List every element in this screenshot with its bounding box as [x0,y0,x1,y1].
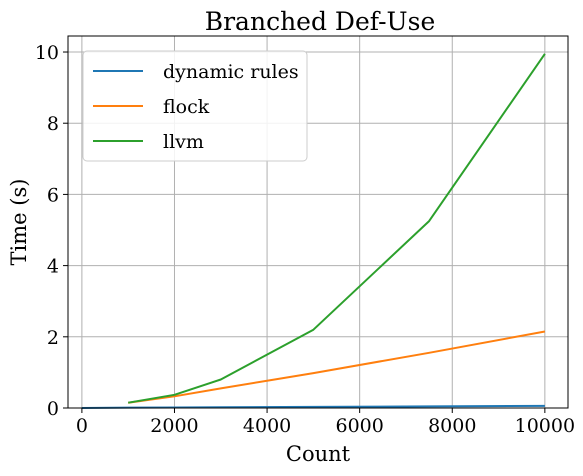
y-tick-label: 8 [47,113,59,135]
x-tick-label: 0 [76,415,88,437]
series-line-1 [128,330,546,404]
legend-label: flock [163,96,210,118]
chart-title: Branched Def-Use [205,7,436,36]
y-axis-label: Time (s) [7,179,31,266]
y-tick-label: 2 [47,327,59,349]
x-axis-label: Count [286,442,351,466]
legend-box [82,50,308,162]
axis-ticks: 0 2000 4000 6000 8000 10000 0 2 4 6 8 10 [35,42,575,437]
legend: dynamic rules flock llvm [82,50,308,162]
x-tick-label: 8000 [428,415,476,437]
x-tick-label: 2000 [150,415,198,437]
x-tick-label: 4000 [243,415,291,437]
x-tick-label: 6000 [335,415,383,437]
legend-label: llvm [163,131,204,153]
y-tick-label: 10 [35,42,59,64]
series-line-2 [128,53,546,404]
y-tick-label: 0 [47,398,59,420]
y-tick-label: 6 [47,184,59,206]
plot-frame [67,35,569,409]
y-tick-label: 4 [47,256,59,278]
x-tick-label: 10000 [515,415,575,437]
legend-label: dynamic rules [163,61,299,83]
